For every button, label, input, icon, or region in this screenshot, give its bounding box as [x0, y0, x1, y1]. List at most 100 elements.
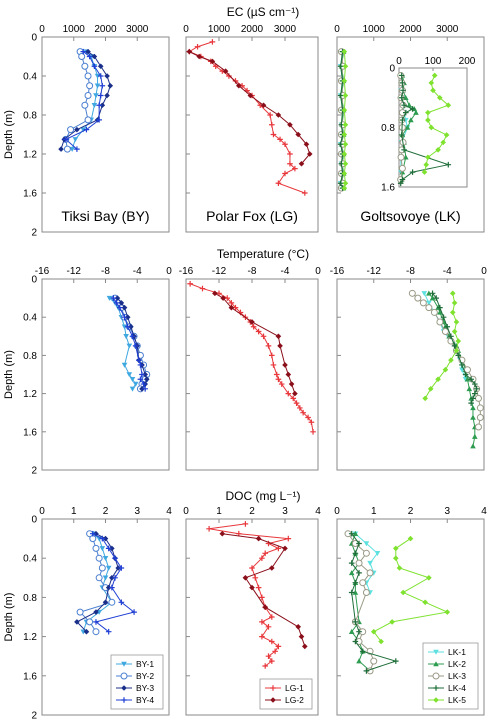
- r2-p1-point-by-4: [137, 376, 144, 383]
- r1-p3-point-lk-4: [337, 63, 344, 70]
- r3-p3-point-lk-5: [426, 575, 432, 581]
- r3-p3-point-lk-4: [352, 619, 359, 625]
- r1-p2-point-lg-2: [295, 131, 301, 138]
- r1-p3-point-lk-5: [342, 63, 349, 70]
- r2-p2-xtick-label: -12: [212, 266, 227, 277]
- panel-r3-p3: 0 1 2 3 4 LK-1 LK-2 LK-3 LK-4 LK-5: [334, 506, 487, 716]
- panel-r2-p2: -16 -12 -8 -4 0: [179, 266, 321, 471]
- r2-p3-xtick-label: -4: [443, 266, 452, 277]
- r1-p3-inset-point-lk-5: [443, 132, 450, 138]
- r2-p2-point-lg-1: [270, 362, 277, 368]
- r2-p2-point-lg-1: [278, 381, 285, 387]
- r3-p3-point-lk-5: [389, 619, 395, 625]
- r1-p2-point-lg-1: [287, 160, 293, 167]
- r1-p1-point-by-1: [94, 83, 101, 89]
- r1-p3-inset-point-lk-4: [399, 80, 406, 86]
- panel-r1-p2: 0 1000 2000 3000 Polar Fox (LG): [183, 24, 319, 233]
- r2-p1-point-by-4: [124, 323, 131, 330]
- r3-p3-point-lk-1: [363, 541, 370, 547]
- r1-p1-point-by-1: [72, 137, 79, 143]
- r3-p2-point-lg-1: [275, 545, 282, 552]
- r3-p1-point-by-1: [102, 555, 109, 561]
- r1-p2-point-lg-1: [194, 43, 201, 50]
- r3-p3-point-lk-3: [362, 589, 370, 596]
- r1-p3-site-label: Goltsovoye (LK): [360, 208, 460, 224]
- r1-p3-inset-point-lk-5: [430, 87, 436, 94]
- r1-p3-inset-xtick-label: 0: [396, 56, 402, 67]
- r1-p1-point-by-4: [99, 82, 106, 89]
- r2-p1-ytick-label: 0: [31, 275, 37, 286]
- r2-p3-series-lk-4: [429, 290, 480, 406]
- r2-p2-point-lg-1: [275, 376, 282, 383]
- r2-p2-point-lg-1: [269, 352, 275, 359]
- r3-p2-point-lg-1: [206, 526, 212, 532]
- r1-p2-point-lg-1: [302, 190, 308, 196]
- r1-p1-ytick-label: 2: [31, 228, 37, 239]
- r2-p3-point-lk-3: [474, 394, 482, 402]
- r2-p1-point-by-4: [139, 371, 145, 378]
- r2-p3-point-lk-2: [470, 405, 476, 411]
- r1-p3-xtick-label: 2000: [399, 24, 422, 35]
- r2-p1-point-by-4: [140, 381, 147, 387]
- r1-p3-inset-point-lk-2: [413, 109, 419, 115]
- r3-p3-point-lk-3: [366, 569, 374, 577]
- r3-p2-point-lg-1: [249, 565, 255, 571]
- r2-p1-point-by-4: [142, 386, 148, 392]
- r2-p3-point-lk-2: [437, 309, 443, 315]
- r1-p3-point-lk-5: [341, 185, 348, 191]
- r1-p3-point-lk-5: [342, 141, 349, 148]
- r2-p1-point-by-4: [132, 343, 139, 349]
- r1-p1-point-by-1: [91, 103, 98, 109]
- r1-p1-point-by-1: [93, 93, 99, 99]
- r3-p3-point-lk-5: [407, 535, 414, 542]
- r3-p1-xtick-label: 4: [166, 506, 172, 517]
- r2-p1-point-by-3: [142, 371, 148, 378]
- r3-p1-ylabel: Depth (m): [3, 593, 15, 642]
- r1-p1-point-by-3: [91, 53, 98, 60]
- r3-p1-ytick-label: 1.2: [23, 632, 37, 643]
- r1-p3-xtick-label: 3000: [436, 24, 459, 35]
- r2-p2-xtick-label: 0: [315, 266, 321, 277]
- r1-p1-xtick-label: 2000: [94, 24, 117, 35]
- r3-p2-point-lg-2: [269, 565, 275, 571]
- r3-p1-xtick-label: 3: [134, 506, 140, 517]
- r3-p2-point-lg-1: [265, 624, 272, 630]
- r1-p1-point-by-2: [67, 126, 75, 134]
- r2-p2-series-lg-1: [187, 280, 316, 435]
- r2-p2-point-lg-2: [212, 290, 218, 297]
- r3-p3-legend-marker-lk-2: [433, 661, 439, 667]
- r1-p3-inset-point-lk-2: [404, 124, 411, 130]
- r1-p3-inset-ytick-label: 0.8: [381, 123, 395, 134]
- r3-p2-line-lg-2: [222, 533, 306, 647]
- r3-p3-legend-label-lk-2: LK-2: [448, 659, 466, 669]
- r3-p3-point-lk-5: [422, 599, 428, 606]
- r2-p2-point-lg-1: [265, 343, 272, 349]
- r1-p3-inset-point-lk-4: [399, 176, 406, 183]
- r1-p3-inset-xtick-label: 100: [425, 56, 442, 67]
- r2-p3-line-lk-4: [432, 293, 478, 404]
- r3-p1-point-by-3: [74, 619, 80, 625]
- r1-p1-point-by-4: [96, 117, 102, 123]
- r2-p3-point-lk-5: [449, 290, 456, 297]
- r3-p1-point-by-3: [93, 609, 99, 615]
- r1-p2-point-lg-2: [186, 48, 193, 55]
- r3-p2-point-lg-1: [262, 550, 268, 557]
- r2-p3-point-lk-4: [473, 386, 480, 392]
- r1-p1-point-by-4: [97, 73, 104, 79]
- r3-p1-xtick-label: 1: [71, 506, 77, 517]
- r1-p3-point-lk-5: [342, 160, 349, 167]
- r2-p3-point-lk-3: [474, 423, 482, 431]
- r2-p3-point-lk-4: [448, 333, 454, 340]
- r2-p3-point-lk-2: [470, 443, 476, 449]
- r3-p1-ytick-label: 0.4: [23, 554, 37, 565]
- r3-p1-xtick-label: 2: [103, 506, 109, 517]
- r3-p1-ytick-label: 0.8: [23, 593, 37, 604]
- r2-p2-point-lg-1: [305, 414, 311, 421]
- r3-p1-point-by-3: [83, 628, 90, 635]
- r3-p3-legend-label-lk-3: LK-3: [448, 671, 466, 681]
- r3-p3-point-lk-5: [393, 545, 399, 552]
- r3-p3-point-lk-3: [362, 549, 370, 557]
- r3-p1-point-by-3: [102, 535, 109, 542]
- r2-p1-ytick-label: 1.2: [23, 389, 37, 400]
- r3-p1-point-by-1: [102, 575, 109, 581]
